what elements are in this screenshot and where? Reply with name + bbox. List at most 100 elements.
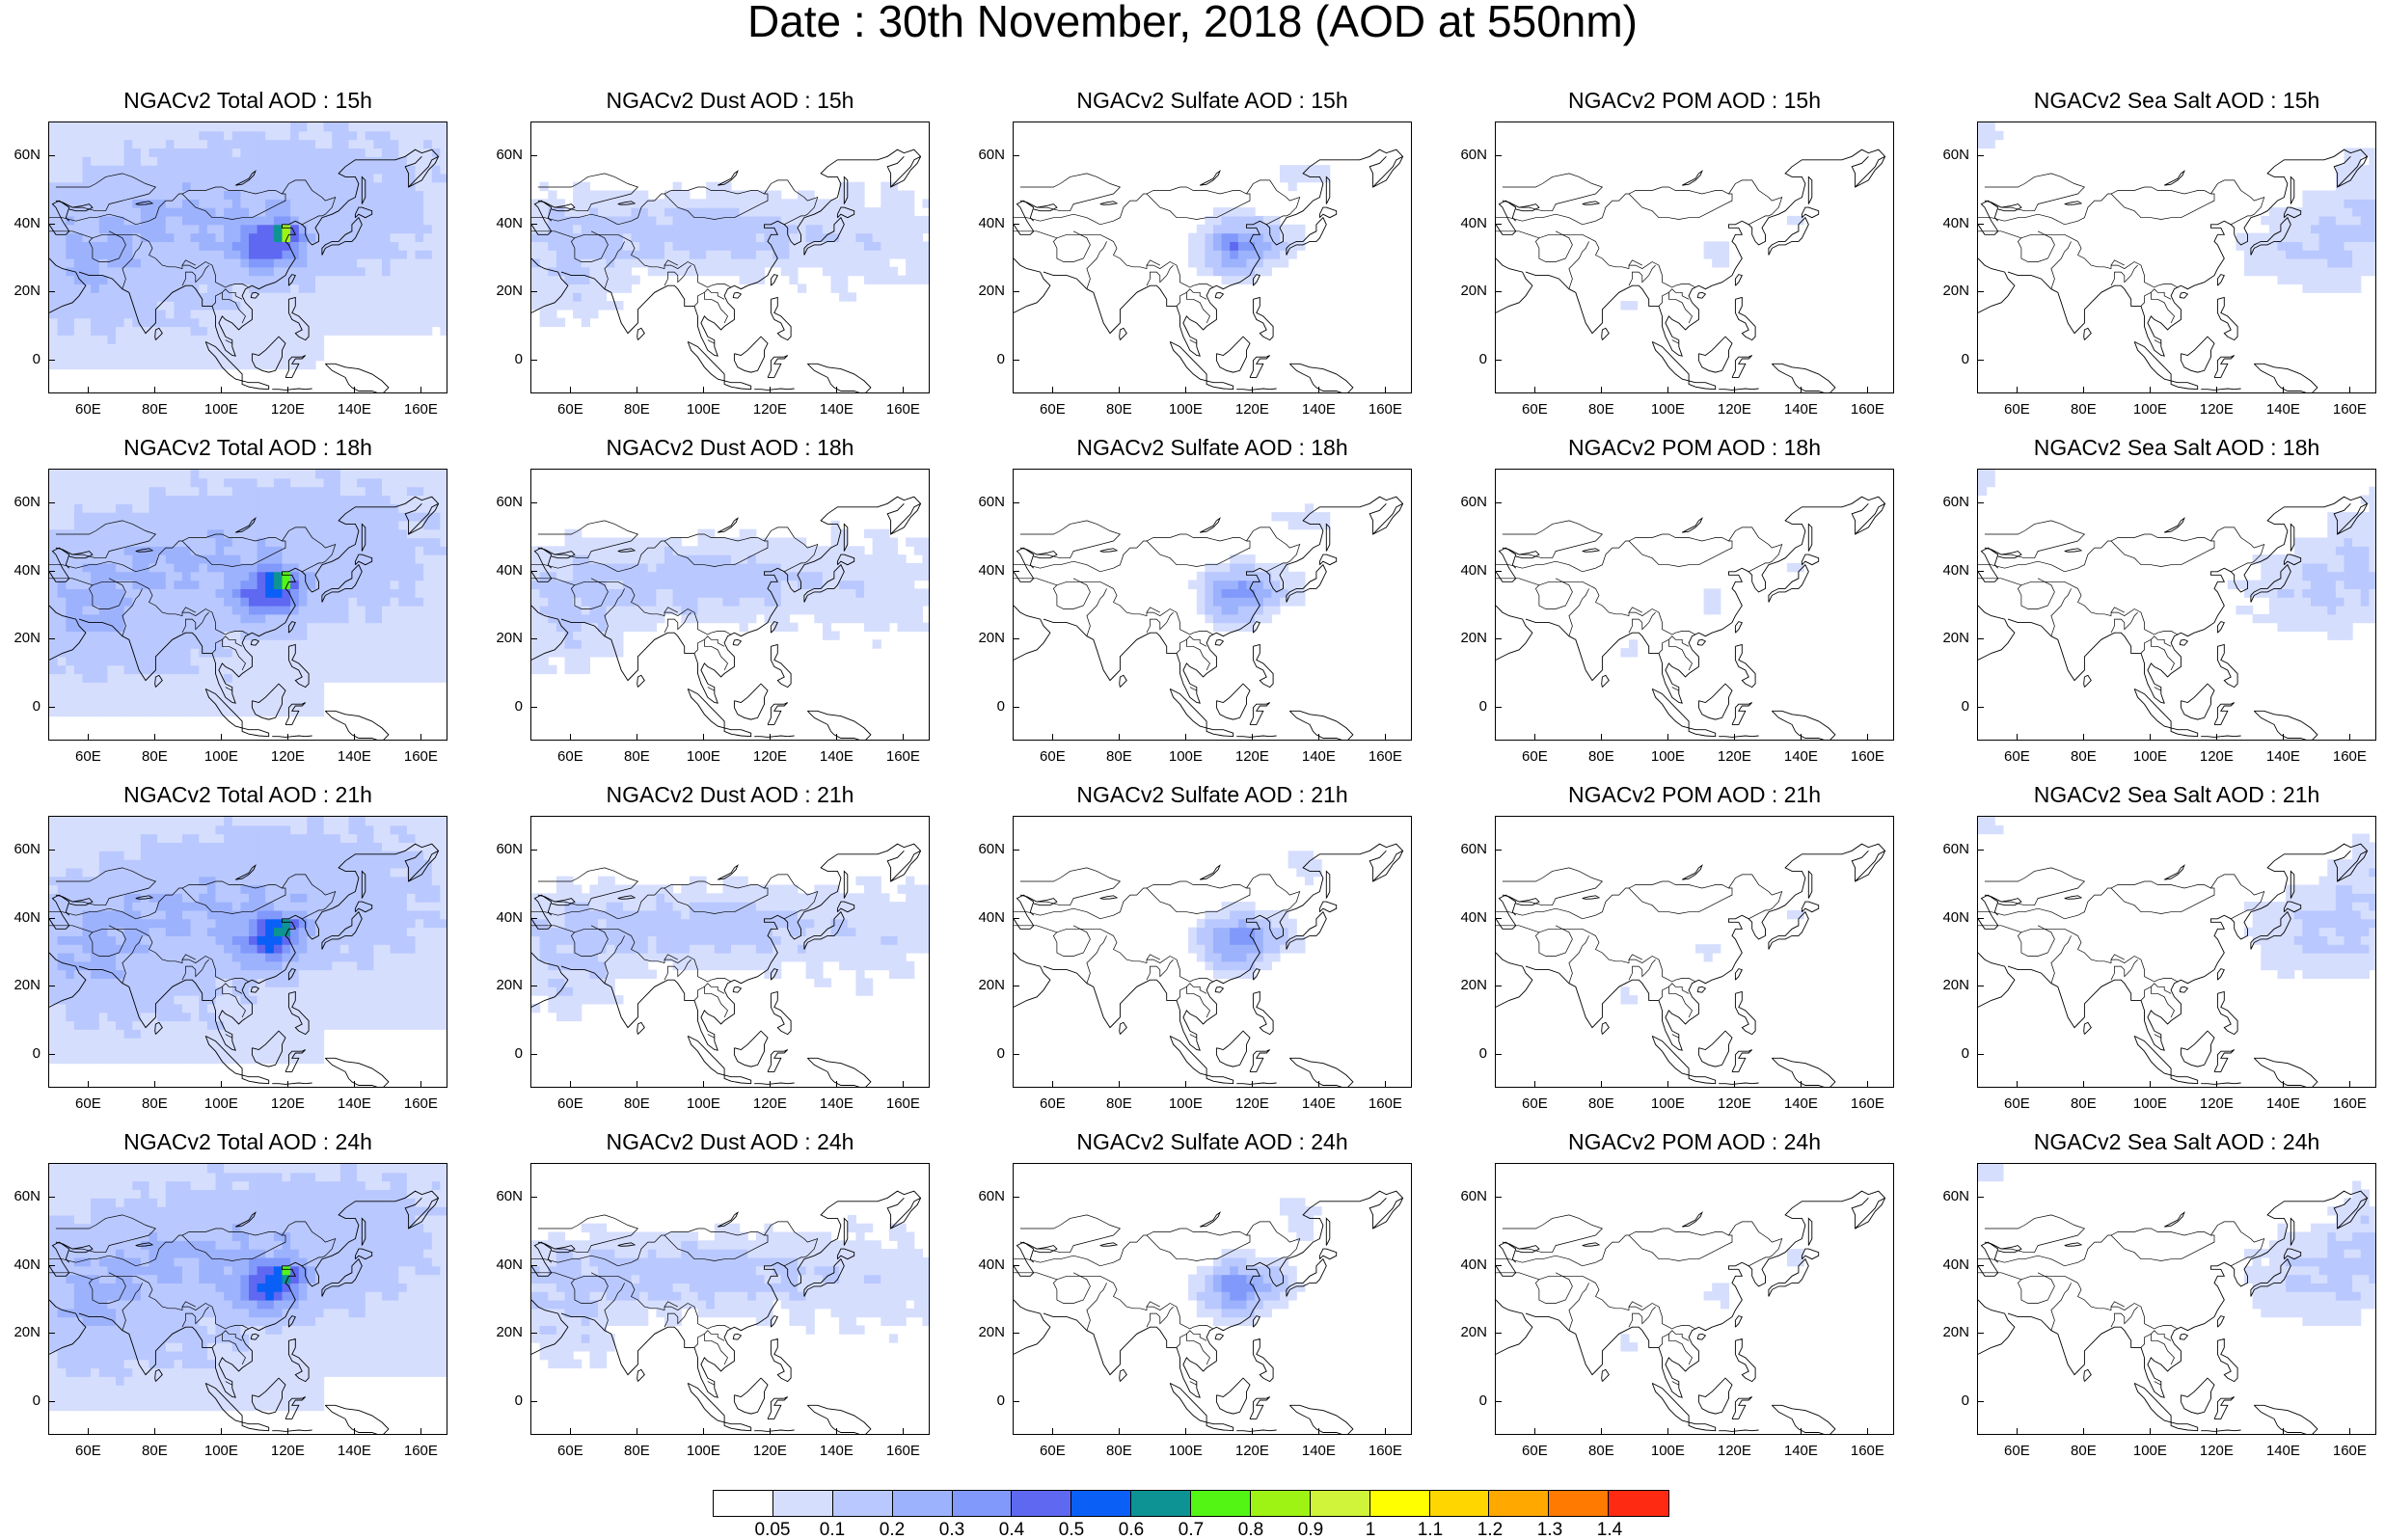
- lat-tick: [48, 571, 55, 572]
- aod-cell: [740, 529, 748, 538]
- aod-cell: [1271, 512, 1280, 521]
- aod-cell: [274, 665, 283, 674]
- country-border: [1087, 588, 1107, 635]
- aod-cell: [2302, 623, 2311, 632]
- aod-cell: [1213, 258, 1222, 267]
- aod-cell: [922, 199, 930, 207]
- aod-cell: [66, 352, 74, 361]
- aod-cell: [157, 225, 166, 233]
- aod-cell: [1238, 606, 1247, 614]
- aod-cell: [74, 131, 83, 140]
- aod-cell: [556, 597, 565, 606]
- lat-tick: [48, 291, 55, 292]
- lon-tick-label: 140E: [2259, 749, 2307, 765]
- aod-cell: [149, 639, 158, 648]
- aod-cell: [224, 487, 232, 496]
- aod-cell: [531, 639, 540, 648]
- aod-cell: [2311, 276, 2319, 284]
- aod-cell: [107, 156, 116, 165]
- aod-cell: [157, 614, 166, 623]
- aod-cell: [315, 512, 324, 521]
- aod-cell: [249, 301, 257, 310]
- aod-cell: [2286, 597, 2294, 606]
- aod-cell: [806, 606, 815, 614]
- aod-cell: [116, 335, 124, 343]
- aod-cell: [307, 657, 315, 665]
- coastline: [771, 645, 791, 688]
- aod-cell: [332, 310, 340, 318]
- aod-cell: [715, 258, 723, 267]
- aod-cell: [1704, 597, 1713, 606]
- aod-cell: [199, 614, 207, 623]
- aod-cell: [274, 182, 283, 191]
- aod-cell: [107, 122, 116, 131]
- lon-tick-label: 160E: [879, 749, 927, 765]
- aod-cell: [1787, 216, 1796, 225]
- aod-cell: [174, 327, 182, 336]
- aod-cell: [83, 699, 92, 708]
- lat-tick-label: 20N: [1449, 631, 1487, 646]
- aod-cell: [207, 148, 216, 156]
- aod-cell: [382, 327, 391, 336]
- aod-cell: [614, 623, 623, 632]
- aod-cell: [174, 538, 182, 547]
- aod-cell: [806, 233, 815, 242]
- lat-tick-label: 40N: [1449, 563, 1487, 579]
- aod-cell: [283, 199, 291, 207]
- aod-cell: [898, 581, 907, 589]
- aod-cell: [340, 665, 349, 674]
- aod-cell: [740, 581, 748, 589]
- aod-cell: [398, 588, 407, 597]
- aod-cell: [540, 588, 549, 597]
- aod-cell: [366, 614, 374, 623]
- aod-cell: [922, 588, 930, 597]
- aod-cell: [582, 182, 590, 191]
- aod-cell: [881, 546, 889, 554]
- aod-cell: [49, 1013, 58, 1021]
- aod-cell: [2286, 614, 2294, 623]
- aod-cell: [398, 581, 407, 589]
- aod-cell: [174, 487, 182, 496]
- aod-cell: [623, 250, 632, 258]
- aod-cell: [83, 665, 92, 674]
- aod-cell: [423, 606, 432, 614]
- aod-cell: [598, 639, 607, 648]
- aod-cell: [249, 495, 257, 503]
- aod-cell: [132, 690, 141, 699]
- aod-cell: [91, 657, 99, 665]
- lat-tick-label: 40N: [1449, 216, 1487, 231]
- aod-cell: [332, 521, 340, 529]
- lon-tick-label: 100E: [679, 749, 727, 765]
- aod-cell: [349, 327, 358, 336]
- aod-cell: [573, 529, 582, 538]
- aod-cell: [199, 699, 207, 708]
- aod-cell: [898, 225, 907, 233]
- aod-cell: [1213, 588, 1222, 597]
- aod-cell: [366, 597, 374, 606]
- aod-cell: [2336, 276, 2344, 284]
- aod-cell: [889, 191, 898, 200]
- aod-cell: [299, 597, 308, 606]
- aod-cell: [423, 292, 432, 301]
- aod-cell: [182, 674, 191, 683]
- aod-cell: [290, 174, 299, 182]
- aod-cell: [2302, 191, 2311, 200]
- aod-cell: [2319, 241, 2328, 250]
- aod-cell: [166, 343, 175, 352]
- aod-cell: [283, 639, 291, 648]
- aod-cell: [182, 301, 191, 310]
- aod-cell: [357, 310, 366, 318]
- aod-cell: [398, 554, 407, 563]
- aod-cell: [607, 250, 615, 258]
- aod-cell: [307, 250, 315, 258]
- lon-tick: [1252, 387, 1253, 393]
- aod-cell: [58, 885, 67, 894]
- aod-cell: [706, 563, 715, 572]
- aod-cell: [340, 165, 349, 174]
- aod-cell: [257, 241, 266, 250]
- aod-cell: [174, 708, 182, 716]
- aod-cell: [58, 1004, 67, 1013]
- aod-cell: [340, 538, 349, 547]
- aod-cell: [373, 327, 382, 336]
- aod-cell: [66, 825, 74, 834]
